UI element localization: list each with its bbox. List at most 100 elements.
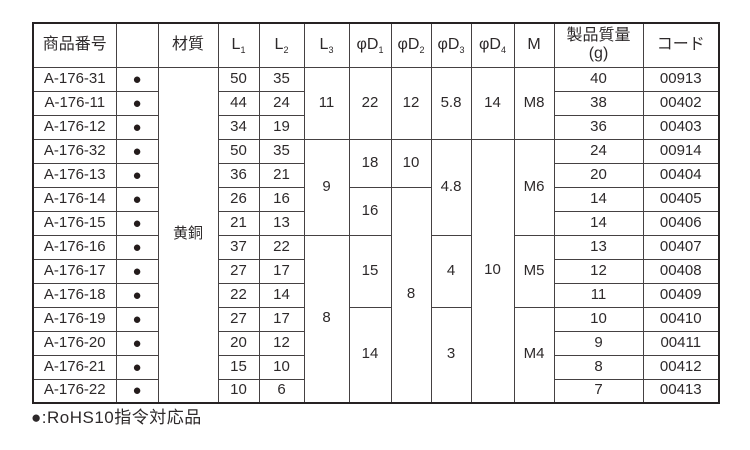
l1-subscript: 1 (240, 44, 246, 55)
col-header-l3: L3 (303, 22, 350, 68)
rohs-cell: ● (115, 162, 159, 188)
rohs-dot-icon: ● (132, 70, 142, 88)
code-cell: 00410 (642, 306, 720, 332)
product-number-cell: A-176-19 (32, 306, 117, 332)
l1-cell: 20 (217, 330, 260, 356)
l1-cell: 10 (217, 378, 260, 404)
col-header-d1: φD1 (348, 22, 392, 68)
code-cell: 00402 (642, 90, 720, 116)
l1-cell: 34 (217, 114, 260, 140)
table-row: A-176-12 ● 34 19 36 00403 (32, 114, 720, 140)
l2-cell: 17 (258, 258, 305, 284)
rohs-cell: ● (115, 282, 159, 308)
code-cell: 00406 (642, 210, 720, 236)
code-cell: 00914 (642, 138, 720, 164)
rohs-dot-icon: ● (132, 166, 142, 184)
l1-cell: 37 (217, 234, 260, 260)
col-header-d3: φD3 (430, 22, 472, 68)
weight-cell: 13 (553, 234, 644, 260)
l2-cell: 22 (258, 234, 305, 260)
weight-cell: 20 (553, 162, 644, 188)
weight-cell: 38 (553, 90, 644, 116)
rohs-cell: ● (115, 138, 159, 164)
rohs-cell: ● (115, 234, 159, 260)
l1-cell: 50 (217, 66, 260, 92)
weight-cell: 14 (553, 186, 644, 212)
l2-cell: 24 (258, 90, 305, 116)
code-cell: 00405 (642, 186, 720, 212)
l2-cell: 6 (258, 378, 305, 404)
rohs-cell: ● (115, 186, 159, 212)
product-number-cell: A-176-15 (32, 210, 117, 236)
rohs-cell: ● (115, 66, 159, 92)
d3-merged-cell: 4 (430, 234, 472, 308)
l1-cell: 27 (217, 258, 260, 284)
weight-header-line1: 製品質量 (566, 26, 631, 44)
col-header-d2: φD2 (390, 22, 432, 68)
product-number-cell: A-176-32 (32, 138, 117, 164)
col-header-l1: L1 (217, 22, 260, 68)
col-header-product-no: 商品番号 (32, 22, 117, 68)
l2-cell: 13 (258, 210, 305, 236)
l2-cell: 35 (258, 138, 305, 164)
d1-merged-cell: 15 (348, 234, 392, 308)
col-header-d4: φD4 (470, 22, 515, 68)
d2-label: φD (397, 35, 420, 53)
code-cell: 00411 (642, 330, 720, 356)
d1-subscript: 1 (378, 44, 384, 55)
l3-merged-cell: 9 (303, 138, 350, 236)
weight-cell: 12 (553, 258, 644, 284)
l1-cell: 26 (217, 186, 260, 212)
table-row: A-176-21 ● 15 10 8 00412 (32, 354, 720, 380)
l2-cell: 17 (258, 306, 305, 332)
weight-cell: 8 (553, 354, 644, 380)
d2-merged-cell: 8 (390, 186, 432, 404)
code-cell: 00408 (642, 258, 720, 284)
d1-merged-cell: 16 (348, 186, 392, 236)
d1-merged-cell: 18 (348, 138, 392, 188)
rohs-dot-icon: ● (132, 382, 142, 400)
product-number-cell: A-176-13 (32, 162, 117, 188)
l2-cell: 19 (258, 114, 305, 140)
table-row: A-176-32 ● 50 35 9 18 10 4.8 10 M6 24 00… (32, 138, 720, 404)
rohs-dot-icon: ● (132, 214, 142, 232)
d1-label: φD (356, 35, 379, 53)
l1-cell: 36 (217, 162, 260, 188)
rohs-dot-icon: ● (132, 310, 142, 328)
l1-cell: 27 (217, 306, 260, 332)
code-cell: 00407 (642, 234, 720, 260)
m-merged-cell: M6 (513, 138, 555, 236)
l1-cell: 44 (217, 90, 260, 116)
d3-merged-cell: 3 (430, 306, 472, 404)
d2-subscript: 2 (419, 44, 425, 55)
rohs-legend: ●:RoHS10指令対応品 (31, 408, 202, 427)
product-number-cell: A-176-22 (32, 378, 117, 404)
weight-cell: 10 (553, 306, 644, 332)
rohs-dot-icon: ● (132, 358, 142, 376)
weight-header-line2: (g) (588, 45, 609, 63)
table-row: A-176-13 ● 36 21 20 00404 (32, 162, 720, 188)
l2-cell: 16 (258, 186, 305, 212)
weight-cell: 40 (553, 66, 644, 92)
col-header-m: M (513, 22, 555, 68)
table-row: A-176-18 ● 22 14 11 00409 (32, 282, 720, 308)
rohs-dot-icon: ● (132, 262, 142, 280)
rohs-cell: ● (115, 378, 159, 404)
table-row: A-176-16 ● 37 22 8 15 4 M5 13 00407 (32, 234, 720, 404)
col-header-material: 材質 (157, 22, 219, 68)
product-number-cell: A-176-18 (32, 282, 117, 308)
rohs-cell: ● (115, 210, 159, 236)
table-row: A-176-14 ● 26 16 16 8 14 00405 (32, 186, 720, 404)
product-number-cell: A-176-21 (32, 354, 117, 380)
product-spec-table: 商品番号 材質 L1 L2 L3 φD1 φD2 φD3 φD4 M 製品質量 … (32, 22, 720, 404)
code-cell: 00413 (642, 378, 720, 404)
table-row: A-176-22 ● 10 6 7 00413 (32, 378, 720, 404)
rohs-cell: ● (115, 258, 159, 284)
rohs-cell: ● (115, 354, 159, 380)
weight-cell: 9 (553, 330, 644, 356)
l1-cell: 22 (217, 282, 260, 308)
d2-merged-cell: 12 (390, 66, 432, 140)
l3-merged-cell: 8 (303, 234, 350, 404)
code-cell: 00913 (642, 66, 720, 92)
l3-label: L (319, 35, 329, 53)
